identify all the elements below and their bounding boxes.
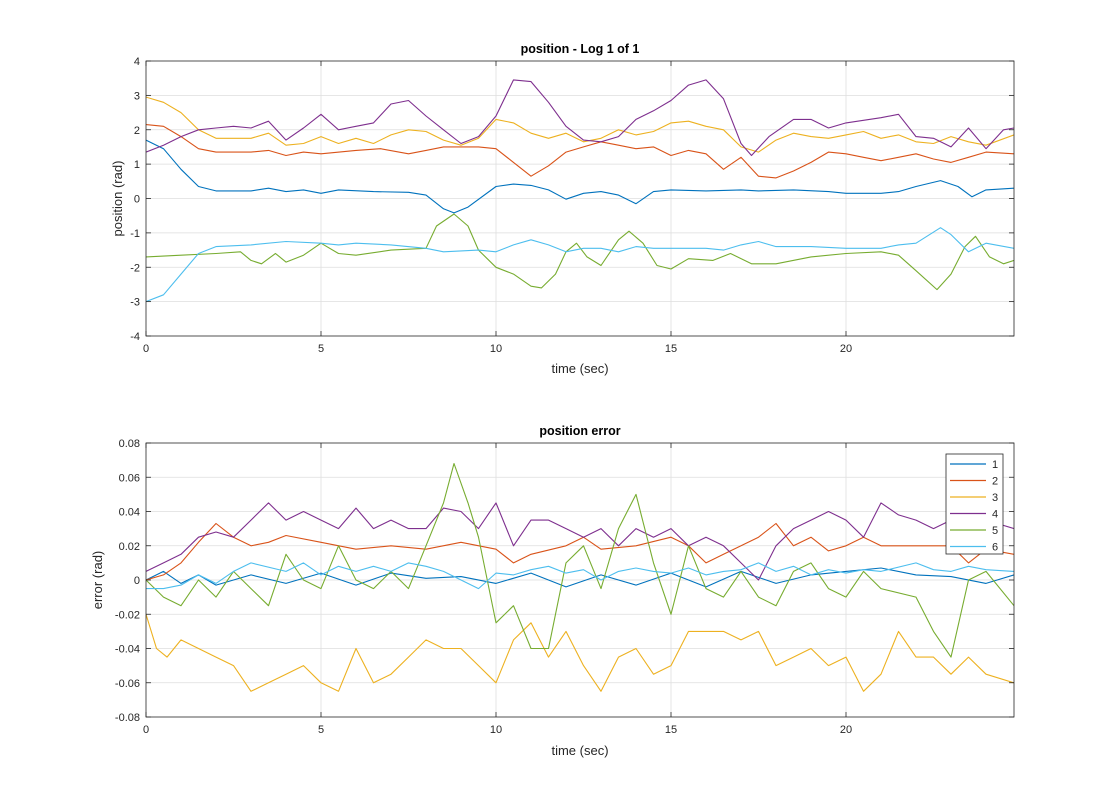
error-ytick-label: 0.04 [119,507,140,519]
position-xtick-label: 20 [840,343,852,355]
error-ytick-label: 0.06 [119,472,140,484]
legend: 1 2 3 4 5 6 [945,453,1004,555]
error-xtick-label: 5 [318,724,324,736]
position-series-2-line [146,124,1014,179]
error-xtick-label: 10 [490,724,502,736]
position-series-1-line [146,139,1014,214]
error-xtick-label: 15 [665,724,677,736]
error-ytick-label: 0.08 [119,438,140,450]
position-title: position - Log 1 of 1 [521,42,640,56]
error-series [146,462,1014,692]
position-ytick-label: 0 [134,194,140,206]
error-ytick-label: -0.02 [115,609,140,621]
error-ytick-label: 0 [134,575,140,587]
legend-label-4: 4 [992,509,998,521]
position-xlabel: time (sec) [551,361,608,376]
position-xtick-label: 0 [143,343,149,355]
error-ytick-label: -0.08 [115,712,140,724]
position-ytick-label: 1 [134,159,140,171]
position-ytick-label: -3 [130,297,140,309]
legend-label-1: 1 [992,459,998,471]
position-ytick-label: 4 [134,56,140,68]
position-xtick-label: 5 [318,343,324,355]
position-ytick-label: 3 [134,90,140,102]
error-title: position error [539,424,620,438]
position-ytick-label: -2 [130,262,140,274]
legend-box [945,453,1004,555]
position-xtick-label: 15 [665,343,677,355]
position-series-6-line [146,227,1014,303]
error-ytick-label: -0.06 [115,678,140,690]
error-ytick-label: -0.04 [115,644,140,656]
position-ylabel: position (rad) [110,161,125,237]
error-xlabel: time (sec) [551,743,608,758]
error-axes: 0 5 10 15 20-0.08-0.06-0.04-0.0200.020.040.0… [90,424,1015,758]
legend-label-5: 5 [992,525,998,537]
position-series-3-line [146,96,1014,153]
position-series-5-line [146,213,1014,291]
position-xtick-label: 10 [490,343,502,355]
error-ticks: 0 5 10 15 20-0.08-0.06-0.04-0.0200.020.040.0… [115,438,1014,736]
error-series-3-line [146,614,1014,692]
legend-label-2: 2 [992,476,998,488]
position-ytick-label: -4 [130,331,140,343]
position-ytick-label: -1 [130,228,140,240]
position-ytick-label: 2 [134,125,140,137]
error-series-4-line [146,502,1014,581]
error-ytick-label: 0.02 [119,541,140,553]
error-series-5-line [146,462,1014,658]
error-grid [146,443,1014,717]
error-ylabel: error (rad) [90,551,105,610]
error-series-6-line [146,562,1014,590]
legend-label-6: 6 [992,542,998,554]
position-ticks: 0 5 10 15 20 -4 -3 -2 -1 0 1 2 3 4 [130,56,1014,355]
position-series-4-line [146,79,1014,157]
position-series [146,79,1014,303]
position-grid [146,61,1014,336]
error-xtick-label: 20 [840,724,852,736]
error-series-2-line [146,522,1014,581]
error-xtick-label: 0 [143,724,149,736]
position-axes: 0 5 10 15 20 -4 -3 -2 -1 0 1 2 3 4 position - Log 1 o… [110,42,1015,376]
legend-label-3: 3 [992,492,998,504]
